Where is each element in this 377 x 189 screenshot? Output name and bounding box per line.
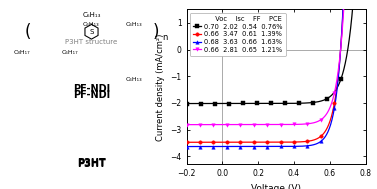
Text: C₈H₁₇: C₈H₁₇ xyxy=(14,50,30,55)
Y-axis label: Current density (mA/cm²): Current density (mA/cm²) xyxy=(156,33,165,141)
Text: P3HT structure: P3HT structure xyxy=(65,39,118,45)
Text: C₆H₁₃: C₆H₁₃ xyxy=(125,22,142,27)
Text: ⬡: ⬡ xyxy=(83,23,100,42)
Text: C₆H₁₃: C₆H₁₃ xyxy=(83,22,100,27)
Text: (: ( xyxy=(24,23,31,41)
Text: C₆H₁₃: C₆H₁₃ xyxy=(82,12,101,18)
Legend: 0.70  2.02  0.54  0.76%, 0.66  3.47  0.61  1.39%, 0.68  3.63  0.66  1.63%, 0.66 : 0.70 2.02 0.54 0.76%, 0.66 3.47 0.61 1.3… xyxy=(190,13,286,56)
Text: n: n xyxy=(162,33,167,42)
Text: S: S xyxy=(89,29,93,35)
Text: PF-NDI: PF-NDI xyxy=(73,84,110,94)
X-axis label: Voltage (V): Voltage (V) xyxy=(251,184,301,189)
Text: PF-NDI: PF-NDI xyxy=(73,90,110,99)
Text: P3HT: P3HT xyxy=(77,158,106,167)
Text: C₆H₁₇: C₆H₁₇ xyxy=(61,50,78,55)
Text: P3HT: P3HT xyxy=(77,160,106,169)
Text: C₆H₁₃: C₆H₁₃ xyxy=(125,77,142,82)
Text: ): ) xyxy=(152,23,159,41)
